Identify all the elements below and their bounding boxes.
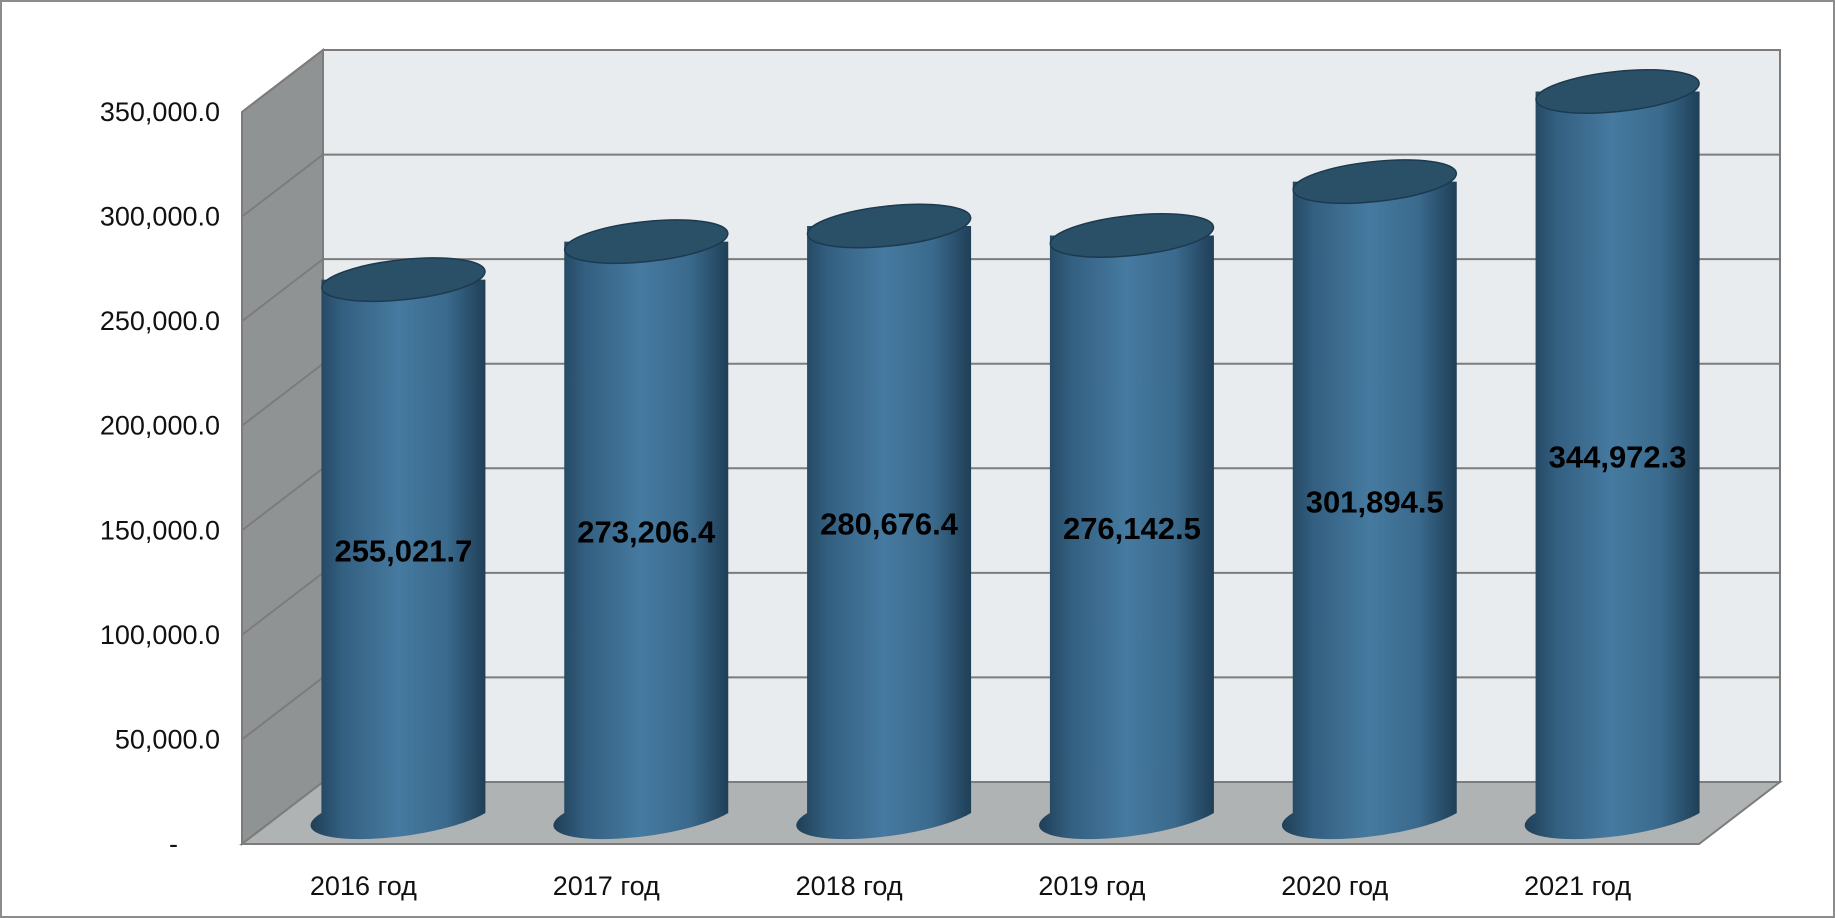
y-tick-label: 100,000.0 [100,620,220,650]
bar-body [310,279,486,840]
y-tick-label: 250,000.0 [100,306,220,336]
side-wall [241,47,324,847]
bar-top-cap [1049,213,1215,258]
value-label: 273,206.4 [577,514,716,549]
bar[interactable] [1281,153,1458,840]
bar[interactable] [1039,207,1216,840]
value-label: 276,142.5 [1063,511,1201,546]
bar-top-cap [1535,69,1700,114]
gridline [241,153,1780,218]
x-axis-tick-labels: 2016 год 2017 год 2018 год 2019 год 2020 год… [310,871,1631,901]
bar-body [1281,181,1457,840]
bar-body [553,241,729,840]
y-tick-label: - [169,829,178,859]
bar[interactable] [796,198,972,840]
bar[interactable] [310,251,488,840]
value-label: 280,676.4 [820,506,959,541]
x-tick-label: 2019 год [1038,871,1145,901]
y-tick-label: 300,000.0 [100,202,220,232]
y-axis-tick-labels: - 50,000.0 100,000.0 150,000.0 200,000.0 250,… [100,97,220,859]
bar-body [1524,91,1700,840]
value-labels: 255,021.7 273,206.4 280,676.4 276,142.5 301,… [334,439,1686,568]
value-label: 344,972.3 [1549,439,1687,474]
y-tick-label: 150,000.0 [100,515,220,545]
x-tick-label: 2016 год [310,871,417,901]
bar-top-cap [563,219,729,265]
x-tick-label: 2018 год [796,871,903,901]
gridline [241,49,1780,113]
bar[interactable] [553,213,730,840]
bar-body [796,225,972,840]
bar-series [310,63,1702,840]
bar-top-cap [321,257,486,303]
value-label: 255,021.7 [334,533,472,568]
bar-body [1039,235,1214,840]
y-tick-label: 200,000.0 [100,411,220,441]
y-tick-label: 50,000.0 [115,724,220,754]
y-tick-label: 350,000.0 [100,97,220,127]
x-tick-label: 2021 год [1524,871,1631,901]
x-tick-label: 2017 год [553,871,660,901]
bar-top-cap [806,203,972,249]
value-label: 301,894.5 [1306,484,1444,519]
bar[interactable] [1524,63,1702,840]
bar-top-cap [1292,159,1458,205]
x-tick-label: 2020 год [1281,871,1388,901]
